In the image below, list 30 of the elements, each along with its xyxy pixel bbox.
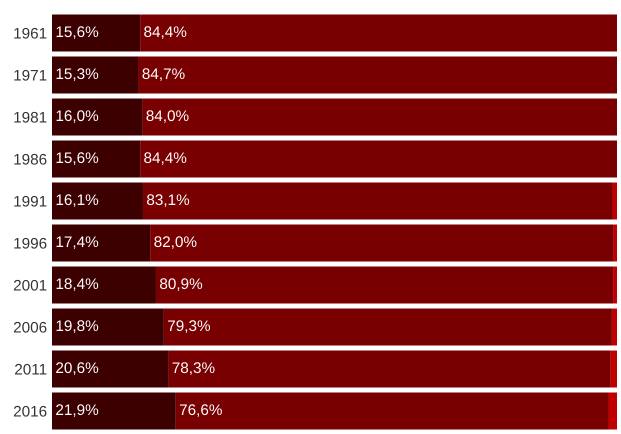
y-tick-label: 2011	[15, 364, 46, 375]
y-tick-label: 2001	[14, 280, 46, 291]
data-label: 15,3%	[56, 68, 98, 81]
data-label: 84,7%	[142, 68, 185, 81]
data-label: 79,3%	[168, 320, 210, 333]
y-tick-label: 2016	[14, 406, 46, 417]
data-label: 21,9%	[56, 404, 98, 417]
data-label: 16,1%	[56, 194, 98, 207]
y-tick-label: 1991	[14, 196, 46, 207]
data-label: 18,4%	[56, 278, 98, 291]
data-label: 84,4%	[144, 152, 186, 165]
data-label: 17,4%	[56, 236, 98, 249]
y-tick-label: 1971	[14, 70, 46, 81]
data-label: 20,6%	[56, 362, 98, 375]
data-label: 76,6%	[180, 404, 222, 417]
data-label: 83,1%	[147, 194, 190, 207]
y-tick-label: 1961	[14, 28, 46, 39]
data-label: 82,0%	[154, 236, 196, 249]
data-label: 84,4%	[144, 26, 186, 39]
y-tick-label: 1986	[14, 154, 46, 165]
data-label: 78,3%	[172, 362, 215, 375]
data-label: 15,6%	[56, 26, 98, 39]
y-tick-label: 2006	[14, 322, 46, 333]
y-tick-label: 1996	[14, 238, 46, 249]
data-label: 19,8%	[56, 320, 98, 333]
y-tick-label: 1981	[14, 112, 46, 123]
data-label: 16,0%	[56, 110, 98, 123]
data-label: 84,0%	[146, 110, 189, 123]
data-label: 15,6%	[56, 152, 98, 165]
data-label: 80,9%	[160, 278, 202, 291]
